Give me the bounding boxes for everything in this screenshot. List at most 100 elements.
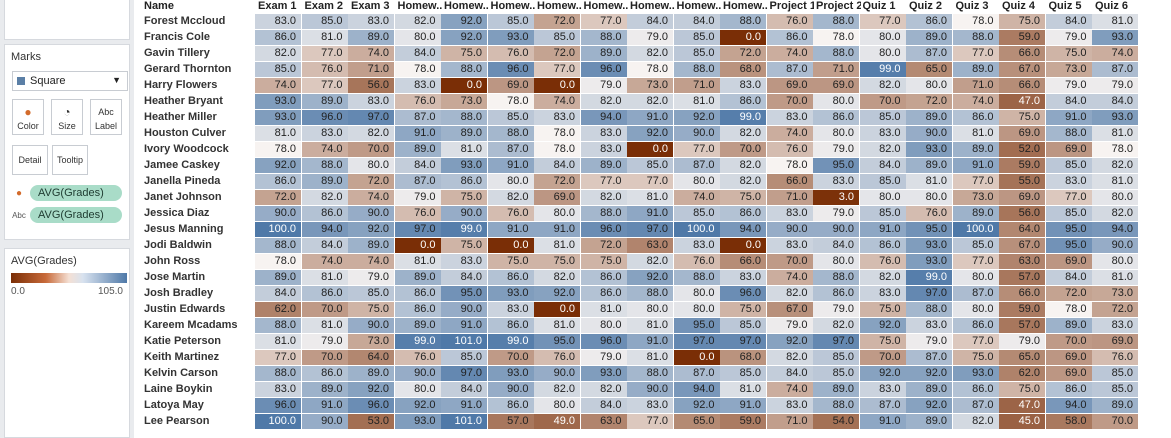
heatmap-cell[interactable]: 84.0	[1092, 94, 1138, 109]
heatmap-cell[interactable]: 79.0	[394, 190, 441, 205]
heatmap-cell[interactable]: 85.0	[348, 286, 394, 301]
heatmap-cell[interactable]: 94.0	[673, 382, 720, 397]
heatmap-cell[interactable]: 63.0	[999, 254, 1045, 269]
row-label[interactable]: Francis Cole	[144, 31, 211, 43]
heatmap-cell[interactable]: 69.0	[999, 126, 1045, 141]
heatmap-cell[interactable]: 82.0	[627, 254, 673, 269]
heatmap-cell[interactable]: 89.0	[906, 158, 952, 173]
heatmap-cell[interactable]: 89.0	[348, 30, 394, 45]
heatmap-cell[interactable]: 53.0	[348, 414, 394, 429]
heatmap-cell[interactable]: 72.0	[1092, 302, 1138, 317]
heatmap-cell[interactable]: 93.0	[580, 366, 627, 381]
heatmap-cell[interactable]: 86.0	[580, 270, 627, 285]
heatmap-cell[interactable]: 77.0	[627, 174, 673, 189]
heatmap-cell[interactable]: 97.0	[673, 334, 720, 349]
heatmap-cell[interactable]: 80.0	[534, 398, 580, 413]
heatmap-cell[interactable]: 83.0	[859, 286, 906, 301]
heatmap-cell[interactable]: 63.0	[627, 238, 673, 253]
heatmap-cell[interactable]: 88.0	[906, 302, 952, 317]
heatmap-cell[interactable]: 84.0	[534, 158, 580, 173]
heatmap-cell[interactable]: 83.0	[859, 126, 906, 141]
heatmap-cell[interactable]: 97.0	[441, 366, 487, 381]
heatmap-cell[interactable]: 65.0	[673, 414, 720, 429]
heatmap-cell[interactable]: 82.0	[859, 142, 906, 157]
heatmap-cell[interactable]: 76.0	[766, 14, 813, 29]
heatmap-cell[interactable]: 75.0	[534, 254, 580, 269]
heatmap-cell[interactable]: 86.0	[394, 286, 441, 301]
heatmap-cell[interactable]: 74.0	[766, 46, 813, 61]
heatmap-cell[interactable]: 88.0	[301, 158, 348, 173]
column-header-6[interactable]: Homew..	[537, 0, 582, 12]
heatmap-cell[interactable]: 89.0	[580, 46, 627, 61]
heatmap-cell[interactable]: 77.0	[534, 62, 580, 77]
heatmap-cell[interactable]: 62.0	[255, 302, 301, 317]
heatmap-cell[interactable]: 71.0	[813, 62, 859, 77]
heatmap-cell[interactable]: 90.0	[906, 126, 952, 141]
heatmap-cell[interactable]: 81.0	[441, 142, 487, 157]
heatmap-cell[interactable]: 93.0	[1092, 30, 1138, 45]
heatmap-cell[interactable]: 82.0	[1092, 158, 1138, 173]
heatmap-cell[interactable]: 89.0	[906, 30, 952, 45]
heatmap-cell[interactable]: 85.0	[952, 238, 999, 253]
heatmap-cell[interactable]: 81.0	[301, 270, 348, 285]
heatmap-cell[interactable]: 85.0	[673, 206, 720, 221]
heatmap-cell[interactable]: 82.0	[348, 126, 394, 141]
heatmap-cell[interactable]: 55.0	[999, 174, 1045, 189]
heatmap-cell[interactable]: 69.0	[1045, 254, 1092, 269]
heatmap-cell[interactable]: 80.0	[859, 30, 906, 45]
heatmap-cell[interactable]: 78.0	[1092, 142, 1138, 157]
heatmap-cell[interactable]: 80.0	[348, 158, 394, 173]
heatmap-cell[interactable]: 73.0	[441, 94, 487, 109]
heatmap-cell[interactable]: 80.0	[906, 190, 952, 205]
heatmap-cell[interactable]: 89.0	[952, 206, 999, 221]
heatmap-cell[interactable]: 89.0	[906, 414, 952, 429]
heatmap-cell[interactable]: 93.0	[906, 238, 952, 253]
heatmap-cell[interactable]: 82.0	[720, 126, 766, 141]
heatmap-cell[interactable]: 93.0	[487, 30, 534, 45]
heatmap-cell[interactable]: 95.0	[534, 334, 580, 349]
heatmap-cell[interactable]: 83.0	[348, 94, 394, 109]
heatmap-cell[interactable]: 72.0	[348, 174, 394, 189]
heatmap-cell[interactable]: 85.0	[1045, 206, 1092, 221]
heatmap-cell[interactable]: 77.0	[580, 174, 627, 189]
row-label[interactable]: Gerard Thornton	[144, 63, 232, 75]
row-label[interactable]: Laine Boykin	[144, 383, 213, 395]
heatmap-cell[interactable]: 89.0	[952, 62, 999, 77]
heatmap-cell[interactable]: 79.0	[813, 302, 859, 317]
heatmap-cell[interactable]: 90.0	[673, 126, 720, 141]
heatmap-cell[interactable]: 88.0	[673, 270, 720, 285]
heatmap-cell[interactable]: 90.0	[348, 206, 394, 221]
heatmap-cell[interactable]: 85.0	[487, 110, 534, 125]
row-label[interactable]: Katie Peterson	[144, 335, 222, 347]
heatmap-cell[interactable]: 80.0	[394, 30, 441, 45]
heatmap-cell[interactable]: 88.0	[255, 366, 301, 381]
heatmap-cell[interactable]: 83.0	[859, 382, 906, 397]
column-header-11[interactable]: Project 1	[769, 0, 815, 12]
heatmap-cell[interactable]: 3.0	[813, 190, 859, 205]
heatmap-cell[interactable]: 101.0	[441, 334, 487, 349]
heatmap-cell[interactable]: 84.0	[580, 398, 627, 413]
heatmap-cell[interactable]: 82.0	[487, 190, 534, 205]
heatmap-cell[interactable]: 91.0	[487, 222, 534, 237]
heatmap-cell[interactable]: 83.0	[580, 126, 627, 141]
heatmap-cell[interactable]: 85.0	[859, 174, 906, 189]
heatmap-cell[interactable]: 93.0	[394, 414, 441, 429]
heatmap-cell[interactable]: 89.0	[441, 126, 487, 141]
heatmap-cell[interactable]: 89.0	[348, 366, 394, 381]
heatmap-cell[interactable]: 69.0	[1045, 142, 1092, 157]
heatmap-cell[interactable]: 77.0	[580, 14, 627, 29]
heatmap-cell[interactable]: 90.0	[766, 222, 813, 237]
heatmap-cell[interactable]: 69.0	[766, 78, 813, 93]
column-header-1[interactable]: Exam 2	[304, 0, 344, 12]
heatmap-cell[interactable]: 71.0	[348, 62, 394, 77]
heatmap-cell[interactable]: 84.0	[673, 14, 720, 29]
heatmap-cell[interactable]: 91.0	[394, 126, 441, 141]
heatmap-cell[interactable]: 77.0	[952, 174, 999, 189]
row-label[interactable]: Forest Mccloud	[144, 15, 226, 27]
heatmap-cell[interactable]: 77.0	[627, 414, 673, 429]
column-header-12[interactable]: Project 2	[816, 0, 861, 12]
heatmap-cell[interactable]: 76.0	[487, 206, 534, 221]
heatmap-cell[interactable]: 85.0	[1045, 158, 1092, 173]
heatmap-cell[interactable]: 100.0	[255, 222, 301, 237]
heatmap-cell[interactable]: 68.0	[720, 350, 766, 365]
